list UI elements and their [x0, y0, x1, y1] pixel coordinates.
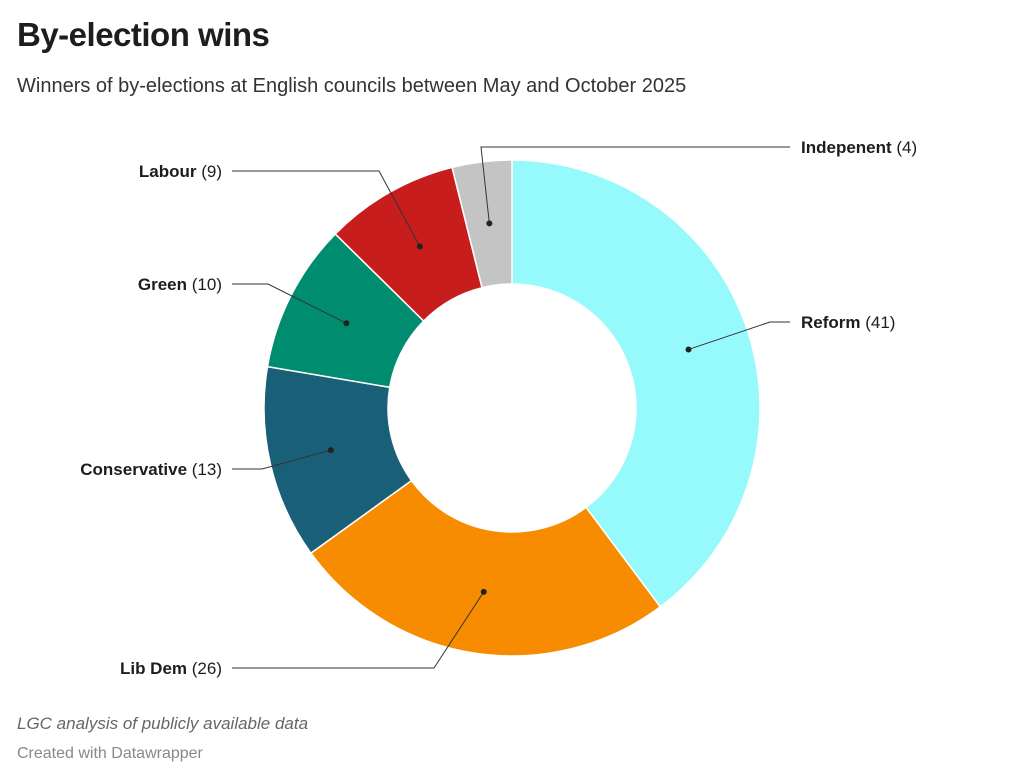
slice-label-name: Conservative [80, 460, 187, 479]
slice-label-value: (10) [187, 275, 222, 294]
slice-label: Lib Dem (26) [120, 659, 222, 678]
leader-dot [486, 220, 493, 227]
leader-dot [343, 320, 350, 327]
leader-dot [480, 588, 487, 595]
slice-label-name: Labour [139, 162, 197, 181]
leader-line [480, 146, 790, 224]
slice-indepenent [451, 159, 513, 289]
slice-label: Reform (41) [801, 313, 895, 332]
leader-dot [416, 243, 423, 250]
slice-label: Green (10) [138, 275, 222, 294]
chart-title: By-election wins [17, 16, 270, 53]
slice-label: Labour (9) [139, 162, 222, 181]
leader-dot [685, 346, 692, 353]
leader-line [232, 449, 331, 470]
slice-label-value: (26) [187, 659, 222, 678]
chart-subtitle: Winners of by-elections at English counc… [17, 75, 687, 97]
slice-label-value: (13) [187, 460, 222, 479]
leader-line [232, 170, 421, 247]
slice-label-name: Lib Dem [120, 659, 187, 678]
credit-note: Created with Datawrapper [17, 745, 203, 762]
slice-label: Conservative (13) [80, 460, 222, 479]
leader-line [688, 321, 790, 350]
slice-reform [511, 159, 761, 608]
slice-label-value: (9) [197, 162, 223, 181]
slice-label-name: Indepenent [801, 138, 892, 157]
source-note: LGC analysis of publicly available data [17, 714, 309, 733]
slice-label-value: (41) [861, 313, 896, 332]
leader-line [232, 283, 347, 324]
slice-label-name: Reform [801, 313, 861, 332]
slice-lib-dem [309, 479, 662, 657]
leader-line [232, 591, 485, 669]
slice-label-name: Green [138, 275, 187, 294]
slice-label-value: (4) [892, 138, 918, 157]
slice-label: Indepenent (4) [801, 138, 917, 157]
leader-dot [327, 447, 334, 454]
